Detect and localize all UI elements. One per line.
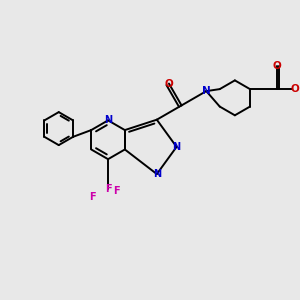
Text: N: N [104,116,112,125]
Text: N: N [172,142,181,152]
Text: F: F [105,184,111,194]
Text: F: F [113,186,120,196]
Text: N: N [202,86,211,96]
Text: O: O [272,61,281,70]
Text: N: N [153,169,161,179]
Text: O: O [291,84,300,94]
Text: O: O [165,79,173,88]
Text: F: F [89,192,95,202]
